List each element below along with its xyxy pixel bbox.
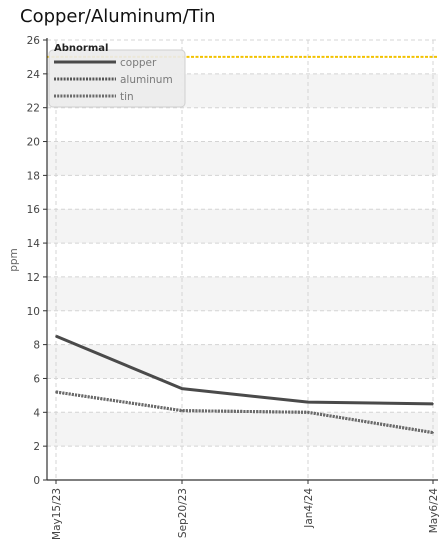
x-tick-label: May6/24 — [428, 488, 440, 534]
legend-label-aluminum: aluminum — [120, 74, 173, 86]
data-point-copper — [181, 387, 183, 390]
x-tick-label: Jan4/24 — [303, 488, 315, 529]
data-point-copper — [432, 403, 434, 405]
x-tick-label: Sep20/23 — [177, 488, 189, 538]
y-tick-label: 14 — [27, 238, 41, 250]
y-tick-label: 2 — [33, 441, 40, 453]
y-tick-label: 16 — [27, 204, 41, 216]
y-tick-label: 12 — [27, 272, 40, 284]
series-line-tin — [55, 390, 434, 435]
data-point-tin — [432, 431, 434, 434]
y-axis-label: ppm — [8, 248, 20, 272]
data-point-copper — [307, 401, 309, 403]
y-tick-label: 10 — [27, 306, 40, 318]
background-band — [47, 276, 438, 311]
y-tick-label: 20 — [27, 137, 40, 149]
background-band — [47, 209, 438, 244]
legend: Abnormal copper aluminum tin — [48, 43, 186, 108]
y-tick-label: 4 — [33, 407, 40, 419]
y-tick-label: 8 — [33, 340, 40, 352]
data-point-tin — [181, 409, 183, 412]
y-tick-label: 26 — [27, 35, 41, 47]
legend-label-tin: tin — [120, 91, 134, 103]
y-tick-label: 24 — [27, 69, 41, 81]
background-bands — [47, 73, 438, 447]
abnormal-label: Abnormal — [54, 43, 108, 54]
y-tick-label: 0 — [33, 475, 40, 487]
legend-box — [48, 49, 186, 108]
y-tick-label: 18 — [27, 170, 40, 182]
series-line-copper — [55, 334, 434, 406]
data-point-tin — [55, 391, 57, 393]
background-band — [47, 141, 438, 176]
y-tick-label: 22 — [27, 103, 40, 115]
chart-title: Copper/Aluminum/Tin — [20, 6, 216, 27]
data-point-tin — [307, 411, 309, 414]
data-point-copper — [55, 335, 57, 337]
y-tick-label: 6 — [33, 373, 40, 385]
series-layer — [55, 334, 434, 435]
legend-label-copper: copper — [120, 57, 157, 69]
background-band — [47, 344, 438, 379]
x-tick-label: May15/23 — [51, 488, 63, 540]
background-band — [47, 412, 438, 447]
